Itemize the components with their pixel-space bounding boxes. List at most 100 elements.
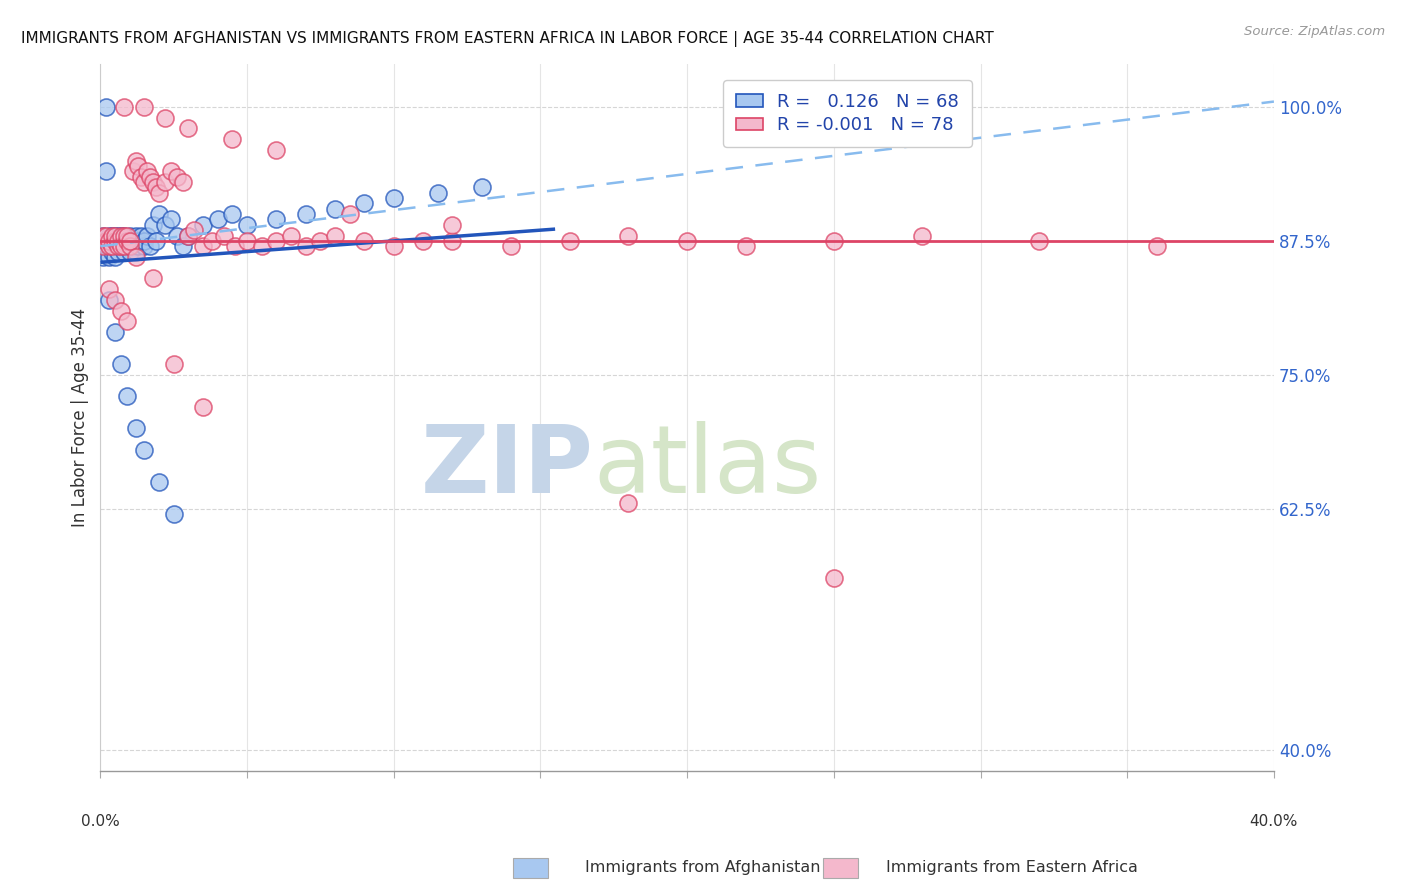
- Point: [110, 228, 132, 243]
- Point: [98, 234, 121, 248]
- Point: [124, 228, 146, 243]
- Point: [221, 132, 243, 146]
- Point: [280, 228, 302, 243]
- Point: [112, 228, 135, 243]
- Point: [134, 234, 156, 248]
- Point: [115, 314, 138, 328]
- Point: [823, 571, 845, 585]
- Point: [107, 239, 129, 253]
- Point: [353, 234, 375, 248]
- Point: [139, 169, 162, 184]
- Point: [148, 186, 170, 200]
- Point: [104, 228, 127, 243]
- Point: [107, 234, 129, 248]
- Point: [131, 169, 153, 184]
- Point: [91, 250, 114, 264]
- Point: [104, 293, 127, 307]
- Point: [98, 239, 121, 253]
- Point: [676, 234, 699, 248]
- Point: [91, 228, 114, 243]
- Point: [101, 239, 124, 253]
- Point: [136, 228, 159, 243]
- Point: [426, 186, 449, 200]
- Point: [145, 180, 167, 194]
- Point: [131, 228, 153, 243]
- Point: [617, 496, 640, 510]
- Point: [177, 121, 200, 136]
- Point: [136, 164, 159, 178]
- Point: [501, 239, 523, 253]
- Point: [96, 228, 118, 243]
- Point: [112, 244, 135, 259]
- Point: [339, 207, 361, 221]
- Point: [121, 239, 143, 253]
- Point: [110, 239, 132, 253]
- Point: [212, 228, 235, 243]
- Legend: R =   0.126   N = 68, R = -0.001   N = 78: R = 0.126 N = 68, R = -0.001 N = 78: [723, 80, 972, 147]
- Point: [91, 239, 114, 253]
- Point: [115, 234, 138, 248]
- Text: 0.0%: 0.0%: [82, 814, 120, 830]
- Point: [177, 228, 200, 243]
- Point: [172, 175, 194, 189]
- Point: [128, 239, 150, 253]
- Point: [207, 212, 229, 227]
- Point: [166, 169, 188, 184]
- Point: [104, 228, 127, 243]
- Point: [107, 244, 129, 259]
- Point: [96, 164, 118, 178]
- Point: [118, 234, 141, 248]
- Point: [121, 234, 143, 248]
- Point: [148, 475, 170, 489]
- Point: [110, 239, 132, 253]
- Point: [118, 239, 141, 253]
- Point: [104, 239, 127, 253]
- Point: [734, 239, 756, 253]
- Point: [153, 111, 176, 125]
- Point: [101, 239, 124, 253]
- Point: [309, 234, 332, 248]
- Point: [191, 400, 214, 414]
- Point: [323, 202, 346, 216]
- Point: [159, 164, 181, 178]
- Y-axis label: In Labor Force | Age 35-44: In Labor Force | Age 35-44: [72, 308, 89, 527]
- Point: [104, 325, 127, 339]
- Point: [115, 234, 138, 248]
- Point: [98, 293, 121, 307]
- Text: Source: ZipAtlas.com: Source: ZipAtlas.com: [1244, 25, 1385, 38]
- Point: [96, 234, 118, 248]
- Point: [134, 239, 156, 253]
- Point: [142, 218, 165, 232]
- Point: [221, 207, 243, 221]
- Point: [110, 357, 132, 371]
- Point: [104, 234, 127, 248]
- Point: [91, 228, 114, 243]
- Point: [183, 223, 205, 237]
- Point: [353, 196, 375, 211]
- Point: [115, 228, 138, 243]
- Point: [163, 357, 186, 371]
- Point: [96, 239, 118, 253]
- Point: [98, 228, 121, 243]
- Point: [124, 244, 146, 259]
- Point: [134, 442, 156, 457]
- Point: [250, 239, 273, 253]
- Point: [153, 218, 176, 232]
- Point: [118, 239, 141, 253]
- Point: [142, 271, 165, 285]
- Point: [323, 228, 346, 243]
- Point: [558, 234, 581, 248]
- Point: [101, 244, 124, 259]
- Point: [107, 239, 129, 253]
- Point: [236, 218, 259, 232]
- Point: [177, 228, 200, 243]
- Point: [101, 228, 124, 243]
- Point: [104, 234, 127, 248]
- Point: [121, 164, 143, 178]
- Point: [382, 239, 405, 253]
- Point: [172, 239, 194, 253]
- Point: [110, 303, 132, 318]
- Point: [201, 234, 224, 248]
- Point: [139, 239, 162, 253]
- Point: [142, 175, 165, 189]
